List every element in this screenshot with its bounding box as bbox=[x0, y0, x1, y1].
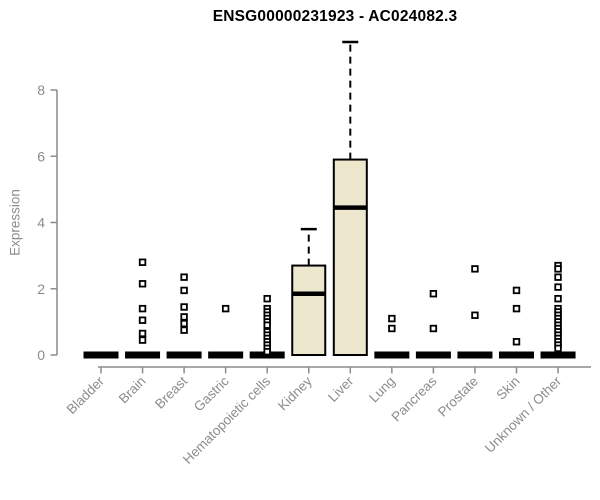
outlier-point-hematopoietic-cells bbox=[263, 294, 271, 303]
y-tick-label-8: 8 bbox=[37, 82, 45, 98]
outlier-point-breast bbox=[180, 326, 188, 334]
y-tick-label-0: 0 bbox=[37, 347, 45, 363]
outlier-point-lung bbox=[388, 314, 396, 323]
outlier-point-breast bbox=[180, 313, 188, 321]
collapsed-box-unknown-other bbox=[540, 351, 576, 359]
outlier-point-skin bbox=[512, 304, 521, 313]
chart-title: ENSG00000231923 - AC024082.3 bbox=[212, 8, 458, 25]
x-tick-label-prostate: Prostate bbox=[435, 374, 481, 420]
outlier-point-brain bbox=[138, 258, 147, 266]
x-tick-label-gastric: Gastric bbox=[191, 373, 232, 414]
outlier-point-skin bbox=[512, 338, 521, 346]
box-kidney bbox=[291, 264, 327, 356]
outlier-point-brain bbox=[138, 329, 147, 338]
x-tick-label-liver: Liver bbox=[325, 373, 357, 405]
outlier-point-brain bbox=[138, 304, 147, 313]
x-tick-label-skin: Skin bbox=[493, 374, 522, 403]
outlier-point-pancreas bbox=[429, 290, 438, 298]
outlier-point-breast bbox=[180, 303, 188, 311]
x-tick-label-brain: Brain bbox=[116, 374, 149, 407]
outlier-point-unknown-other bbox=[554, 265, 562, 273]
outlier-point-lung bbox=[388, 324, 396, 333]
collapsed-box-bladder bbox=[83, 351, 119, 359]
collapsed-box-breast bbox=[166, 351, 202, 359]
outlier-point-gastric bbox=[221, 304, 230, 313]
x-tick-label-bladder: Bladder bbox=[64, 373, 108, 417]
outlier-point-brain bbox=[138, 316, 147, 324]
collapsed-box-skin bbox=[499, 351, 534, 359]
outlier-point-unknown-other bbox=[554, 283, 562, 291]
outlier-point-unknown-other bbox=[554, 344, 562, 353]
outlier-point-hematopoietic-cells bbox=[263, 347, 271, 356]
x-tick-label-lung: Lung bbox=[366, 374, 398, 406]
y-tick-label-2: 2 bbox=[37, 281, 45, 297]
outlier-point-breast bbox=[180, 273, 188, 281]
outlier-point-prostate bbox=[471, 311, 479, 319]
box-liver bbox=[332, 158, 368, 356]
outlier-point-prostate bbox=[471, 265, 479, 273]
outlier-point-breast bbox=[180, 319, 188, 328]
y-tick-label-6: 6 bbox=[37, 148, 45, 164]
x-tick-label-pancreas: Pancreas bbox=[389, 373, 440, 424]
x-tick-label-unknown-other: Unknown / Other bbox=[482, 373, 565, 456]
x-tick-label-kidney: Kidney bbox=[275, 373, 315, 413]
outlier-point-brain bbox=[138, 280, 147, 288]
collapsed-box-prostate bbox=[457, 351, 493, 359]
outlier-point-brain bbox=[138, 336, 147, 344]
collapsed-box-gastric bbox=[208, 351, 244, 359]
outlier-point-unknown-other bbox=[554, 273, 562, 281]
y-tick-label-4: 4 bbox=[37, 215, 45, 231]
collapsed-box-pancreas bbox=[415, 351, 451, 359]
outlier-point-skin bbox=[512, 286, 521, 295]
collapsed-box-lung bbox=[374, 351, 410, 359]
outlier-point-pancreas bbox=[429, 324, 438, 333]
outlier-point-hematopoietic-cells bbox=[263, 321, 271, 329]
x-tick-label-breast: Breast bbox=[152, 373, 190, 411]
collapsed-box-brain bbox=[125, 351, 161, 359]
outlier-point-breast bbox=[180, 286, 188, 295]
outlier-point-unknown-other bbox=[554, 294, 562, 303]
